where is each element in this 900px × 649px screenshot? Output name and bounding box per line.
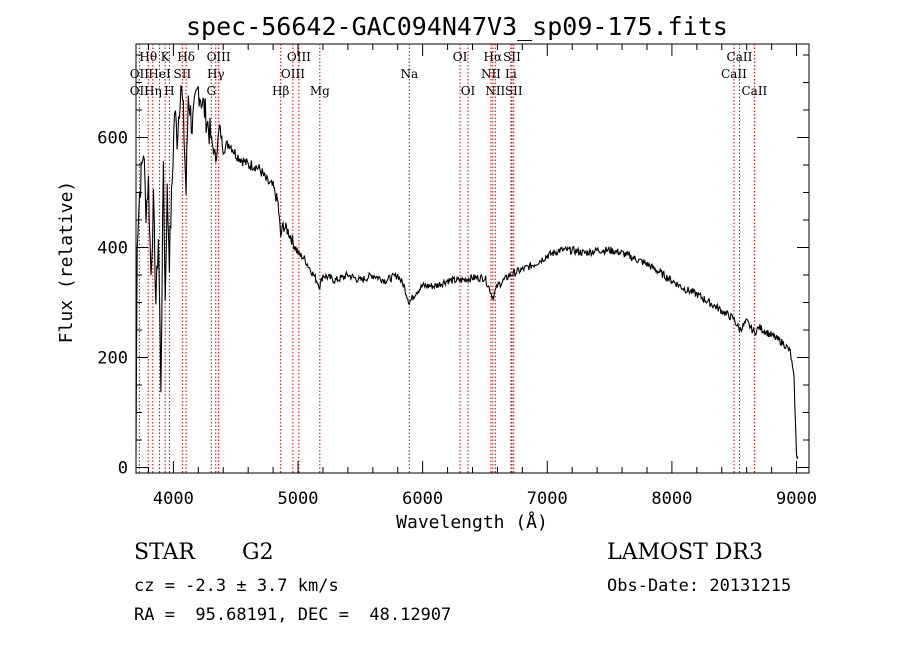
plot-area [135,43,810,474]
marker-label: SII [174,67,192,81]
x-tick-label: 8000 [651,489,692,509]
marker-label: Hη [144,84,162,98]
marker-label: H [164,84,174,98]
marker-label: Na [400,67,418,81]
line-markers [138,44,755,473]
x-tick-label: 7000 [527,489,568,509]
object-type: STAR [134,540,195,565]
marker-label: Hγ [207,67,225,81]
axis-ticks [136,44,809,473]
marker-label: HeI [148,67,171,81]
obs-date: Obs-Date: 20131215 [607,576,792,596]
marker-label: Hθ [139,50,157,64]
x-tick-label: 9000 [776,489,817,509]
object-subclass: G2 [242,540,274,565]
spectrum-line [135,85,799,459]
marker-label: CaII [741,84,767,98]
y-tick-label: 400 [97,239,128,259]
coords-text: RA = 95.68191, DEC = 48.12907 [134,605,452,625]
x-tick-label: 6000 [402,489,443,509]
marker-label: OI [461,84,476,98]
marker-label: K [161,50,171,64]
marker-label: NII [485,84,505,98]
marker-label: OIII [287,50,311,64]
y-tick-label: 600 [97,129,128,149]
x-tick-label: 5000 [278,489,319,509]
marker-label: Hα [484,50,503,64]
redshift-text: cz = -2.3 ± 3.7 km/s [134,576,339,596]
survey-name: LAMOST DR3 [607,540,763,565]
marker-label: CaII [721,67,747,81]
marker-label: OII [130,84,150,98]
marker-label: OII [130,67,150,81]
marker-label: NII [481,67,501,81]
marker-label: OIII [207,50,231,64]
tick-labels: 4000 5000 6000 7000 8000 9000 0 200 400 600 [97,129,817,510]
y-tick-label: 0 [118,459,128,479]
marker-label: Hδ [177,50,195,64]
chart-title: spec-56642-GAC094N47V3_sp09-175.fits [186,12,728,41]
marker-label: Li [505,67,517,81]
x-axis-label: Wavelength (Å) [396,511,548,533]
x-tick-label: 4000 [153,489,194,509]
marker-label: SII [505,84,523,98]
marker-label: Mg [310,84,330,98]
marker-label: Hβ [272,84,289,98]
marker-label: OI [453,50,468,64]
marker-label: OIII [281,67,305,81]
marker-label: CaII [727,50,753,64]
marker-label: G [206,84,216,98]
y-tick-label: 200 [97,349,128,369]
y-axis-label: Flux (relative) [56,181,77,344]
marker-label: SII [503,50,521,64]
